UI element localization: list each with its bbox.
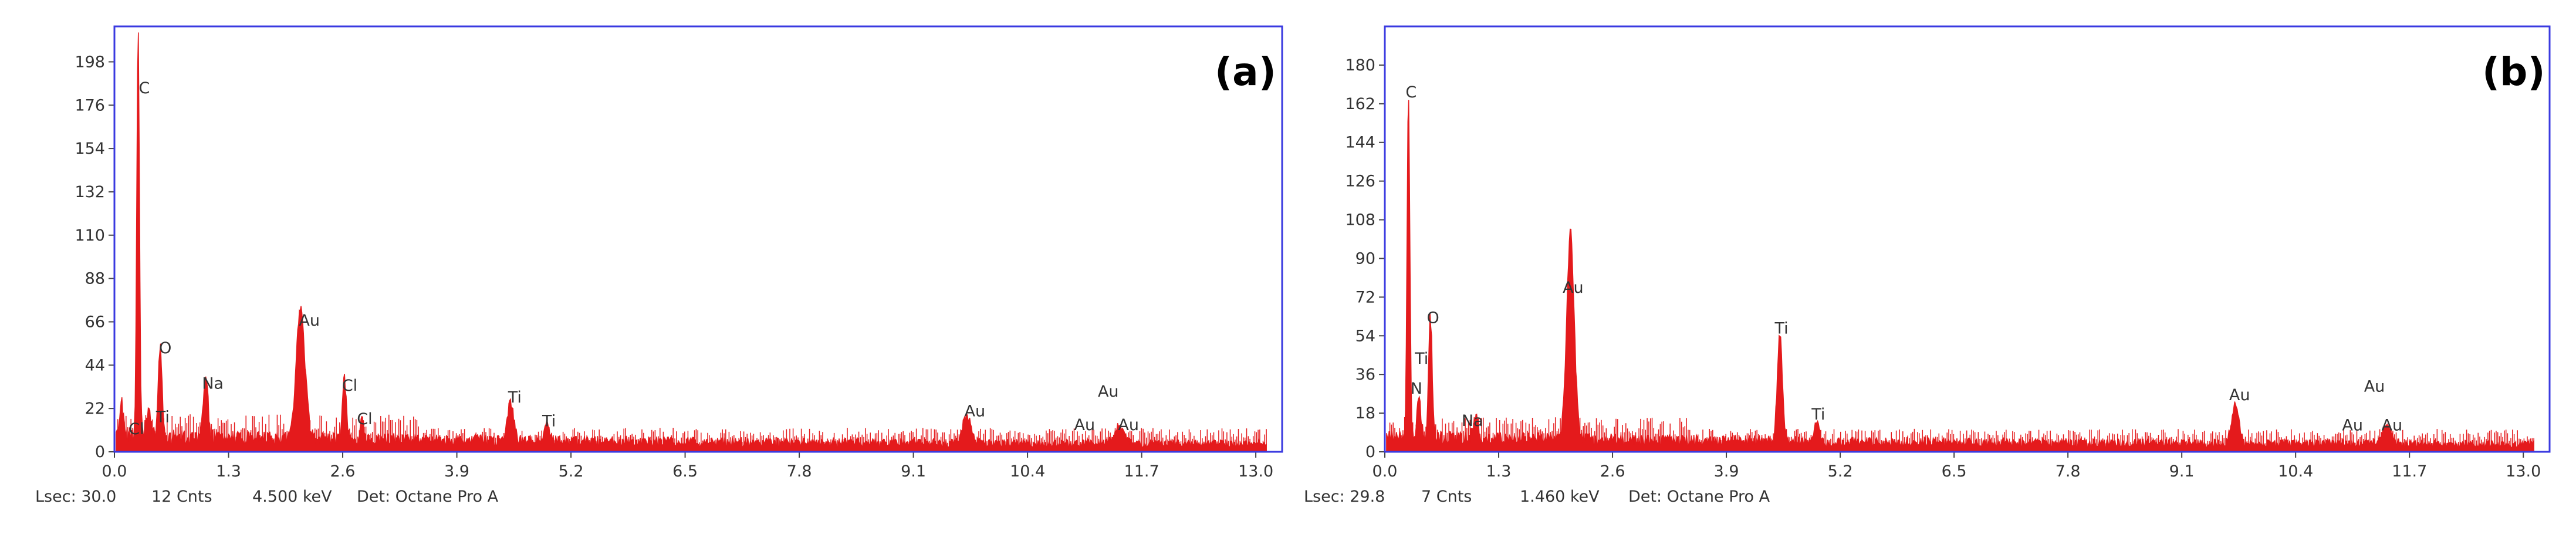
peak-label: Au	[299, 312, 320, 330]
peak-label: Ti	[508, 388, 522, 407]
y-tick-label: 180	[1345, 56, 1375, 75]
spectrum-trace	[116, 32, 1267, 452]
peak-label: C	[1405, 83, 1417, 102]
peak-label: Ti	[1774, 320, 1789, 338]
peak-label: Au	[2229, 386, 2250, 404]
footer-kev: 1.460 keV	[1520, 488, 1600, 506]
peak-label: Au	[2342, 416, 2363, 434]
peak-label: N	[1411, 380, 1422, 398]
y-tick-label: 110	[75, 226, 105, 245]
x-tick-label: 10.4	[1010, 462, 1045, 481]
acquisition-footer: Lsec: 30.0 12 Cnts 4.500 keV Det: Octane…	[35, 488, 499, 506]
y-tick-label: 72	[1355, 288, 1375, 306]
peak-label: Ti	[155, 408, 170, 427]
y-tick-label: 88	[85, 270, 105, 288]
y-tick-label: 0	[95, 443, 105, 461]
x-tick-label: 2.6	[330, 462, 356, 481]
peak-label: Cl	[129, 420, 144, 438]
peak-label: Na	[1462, 412, 1483, 430]
x-tick-label: 5.2	[1828, 462, 1853, 481]
x-tick-label: 6.5	[1942, 462, 1967, 481]
y-tick-label: 198	[75, 53, 105, 71]
spectrum-noise	[1386, 417, 2534, 452]
footer-cnts: 7 Cnts	[1421, 488, 1472, 506]
peak-label: Au	[2364, 377, 2385, 395]
x-tick-label: 13.0	[1238, 462, 1273, 481]
peak-label: Cl	[342, 377, 357, 395]
x-tick-label: 6.5	[672, 462, 698, 481]
y-tick-label: 22	[85, 400, 105, 418]
acquisition-footer: Lsec: 29.8 7 Cnts 1.460 keV Det: Octane …	[1304, 488, 1770, 506]
peak-label: Na	[202, 375, 224, 393]
peak-label: Au	[1118, 416, 1139, 434]
y-tick-label: 44	[85, 356, 105, 374]
y-tick-label: 0	[1365, 443, 1375, 461]
x-tick-label: 9.1	[901, 462, 926, 481]
x-tick-label: 10.4	[2278, 462, 2313, 481]
y-tick-label: 36	[1355, 366, 1375, 384]
y-tick-label: 126	[1345, 173, 1375, 191]
footer-detector: Det: Octane Pro A	[357, 488, 499, 506]
y-axis-ticks: 0 22 44 66 88 110 132 154 176 198	[75, 53, 114, 461]
x-tick-label: 1.3	[216, 462, 241, 481]
peak-label: Ti	[1811, 405, 1825, 424]
x-tick-label: 0.0	[1372, 462, 1398, 481]
peak-label: Au	[1074, 416, 1096, 434]
peak-label: O	[159, 339, 171, 357]
y-tick-label: 18	[1355, 404, 1375, 422]
x-tick-label: 7.8	[2056, 462, 2081, 481]
spectrum-noise	[116, 414, 1267, 452]
x-tick-label: 5.2	[559, 462, 584, 481]
footer-lsec: Lsec: 29.8	[1304, 488, 1385, 506]
peak-label: Au	[1098, 383, 1119, 401]
x-tick-label: 0.0	[102, 462, 127, 481]
footer-lsec: Lsec: 30.0	[35, 488, 116, 506]
y-tick-label: 90	[1355, 249, 1375, 268]
y-tick-label: 176	[75, 96, 105, 114]
x-tick-label: 3.9	[1714, 462, 1739, 481]
y-tick-label: 144	[1345, 134, 1375, 152]
peak-label: Cl	[357, 410, 372, 428]
panel-label: (b)	[2482, 49, 2545, 94]
x-tick-label: 11.7	[1124, 462, 1159, 481]
plot-frame	[1384, 25, 2551, 453]
x-tick-label: 7.8	[787, 462, 812, 481]
peak-label: Ti	[1414, 350, 1428, 368]
y-axis-ticks: 0 18 36 54 72 90 108 126 144 162 180	[1345, 56, 1385, 461]
y-tick-label: 54	[1355, 327, 1375, 345]
x-tick-label: 3.9	[444, 462, 469, 481]
footer-kev: 4.500 keV	[252, 488, 332, 506]
x-tick-label: 1.3	[1486, 462, 1512, 481]
x-tick-label: 11.7	[2392, 462, 2427, 481]
x-tick-label: 9.1	[2169, 462, 2195, 481]
y-tick-label: 132	[75, 183, 105, 201]
peak-label: Au	[965, 403, 986, 421]
peak-label: O	[1426, 309, 1439, 327]
plot-area: C O Ti N Na Au Ti Ti Au Au Au Au	[1386, 83, 2534, 452]
peak-labels: C O Ti N Na Au Ti Ti Au Au Au Au	[1405, 83, 2402, 435]
peak-label: Au	[2382, 416, 2403, 434]
panel-label: (a)	[1215, 49, 1276, 94]
x-axis-ticks: 0.0 1.3 2.6 3.9 5.2 6.5 7.8 9.1 10.4 11.7 13.0	[102, 452, 1273, 481]
x-axis-ticks: 0.0 1.3 2.6 3.9 5.2 6.5 7.8 9.1 10.4 11.7 13.0	[1372, 452, 2541, 481]
x-tick-label: 2.6	[1600, 462, 1625, 481]
spectrum-panel-b: 0 18 36 54 72 90 108 126 144 162 180 0.0 1.3 2.6 3.9 5…	[1304, 25, 2551, 506]
x-tick-label: 13.0	[2506, 462, 2541, 481]
footer-detector: Det: Octane Pro A	[1628, 488, 1770, 506]
peak-label: Ti	[542, 412, 556, 430]
y-tick-label: 154	[75, 140, 105, 158]
peak-label: Au	[1563, 279, 1584, 297]
y-tick-label: 108	[1345, 211, 1375, 229]
footer-cnts: 12 Cnts	[151, 488, 212, 506]
peak-label: C	[138, 79, 150, 97]
spectrum-panel-a: 0 22 44 66 88 110 132 154 176 198 0.0 1.3 2.6 3.9 5.2…	[35, 25, 1283, 506]
y-tick-label: 162	[1345, 95, 1375, 113]
plot-frame	[113, 25, 1283, 453]
y-tick-label: 66	[85, 313, 105, 331]
